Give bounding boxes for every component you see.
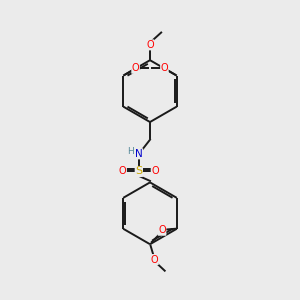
Text: O: O (160, 63, 168, 73)
Text: O: O (119, 167, 126, 176)
Text: S: S (135, 167, 142, 176)
Text: O: O (158, 225, 166, 235)
Text: H: H (127, 147, 134, 156)
Text: O: O (146, 40, 154, 50)
Text: O: O (132, 63, 140, 73)
Text: N: N (135, 149, 143, 159)
Text: O: O (151, 254, 158, 265)
Text: O: O (151, 167, 159, 176)
